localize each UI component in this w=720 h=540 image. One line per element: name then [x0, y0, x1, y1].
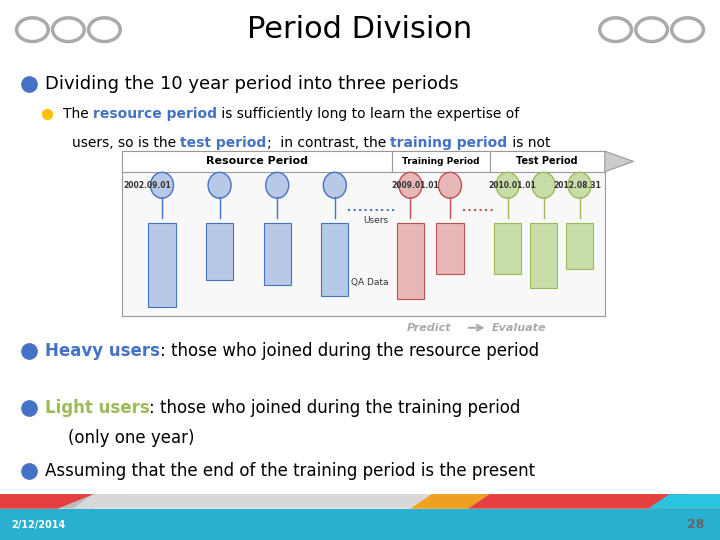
FancyBboxPatch shape — [530, 223, 557, 288]
Text: users, so is the: users, so is the — [72, 136, 181, 150]
Ellipse shape — [208, 172, 231, 198]
FancyBboxPatch shape — [436, 223, 464, 274]
FancyBboxPatch shape — [0, 509, 720, 540]
FancyBboxPatch shape — [122, 151, 392, 172]
FancyBboxPatch shape — [264, 223, 291, 285]
Text: is not: is not — [508, 136, 550, 150]
Text: 2012.08.31: 2012.08.31 — [554, 181, 601, 190]
FancyBboxPatch shape — [392, 151, 490, 172]
FancyBboxPatch shape — [321, 223, 348, 296]
Ellipse shape — [496, 172, 519, 198]
FancyBboxPatch shape — [397, 223, 424, 299]
Text: 2/12/2014: 2/12/2014 — [11, 520, 65, 530]
Text: ;  in contrast, the: ; in contrast, the — [266, 136, 390, 150]
Text: The: The — [63, 107, 93, 122]
Ellipse shape — [568, 172, 591, 198]
Ellipse shape — [399, 172, 422, 198]
Ellipse shape — [323, 172, 346, 198]
Text: 2009.01.01: 2009.01.01 — [391, 181, 438, 190]
FancyBboxPatch shape — [566, 223, 593, 269]
Ellipse shape — [532, 172, 555, 198]
Text: Heavy users: Heavy users — [45, 342, 160, 360]
Polygon shape — [605, 151, 634, 172]
Text: Period Division: Period Division — [248, 15, 472, 44]
Text: test period: test period — [181, 136, 266, 150]
Text: Test Period: Test Period — [516, 157, 578, 166]
Ellipse shape — [150, 172, 174, 198]
Text: Resource Period: Resource Period — [207, 157, 308, 166]
Text: Dividing the 10 year period into three periods: Dividing the 10 year period into three p… — [45, 75, 458, 93]
Text: Training Period: Training Period — [402, 157, 480, 166]
FancyBboxPatch shape — [490, 151, 605, 172]
Ellipse shape — [266, 172, 289, 198]
FancyBboxPatch shape — [148, 223, 176, 307]
Text: Light users: Light users — [45, 399, 149, 417]
Ellipse shape — [438, 172, 462, 198]
Text: resource period: resource period — [93, 107, 217, 122]
Text: Evaluate: Evaluate — [492, 323, 546, 333]
Polygon shape — [0, 494, 130, 509]
FancyBboxPatch shape — [494, 223, 521, 274]
Polygon shape — [410, 494, 490, 509]
Polygon shape — [0, 494, 94, 509]
Text: : those who joined during the training period: : those who joined during the training p… — [149, 399, 521, 417]
Polygon shape — [72, 494, 684, 509]
Text: : those who joined during the resource period: : those who joined during the resource p… — [160, 342, 539, 360]
Polygon shape — [648, 494, 720, 509]
Text: 2002.09.01: 2002.09.01 — [124, 181, 171, 190]
Text: training period: training period — [390, 136, 508, 150]
Polygon shape — [468, 494, 720, 509]
FancyBboxPatch shape — [122, 151, 605, 316]
Text: (only one year): (only one year) — [68, 429, 195, 447]
FancyBboxPatch shape — [206, 223, 233, 280]
Text: Predict: Predict — [407, 323, 451, 333]
Text: 2010.01.01: 2010.01.01 — [488, 181, 536, 190]
Text: QA Data: QA Data — [351, 279, 389, 287]
Text: is sufficiently long to learn the expertise of: is sufficiently long to learn the expert… — [217, 107, 519, 122]
Text: 28: 28 — [687, 518, 704, 531]
Text: Assuming that the end of the training period is the present: Assuming that the end of the training pe… — [45, 462, 535, 480]
Text: Users: Users — [364, 216, 389, 225]
